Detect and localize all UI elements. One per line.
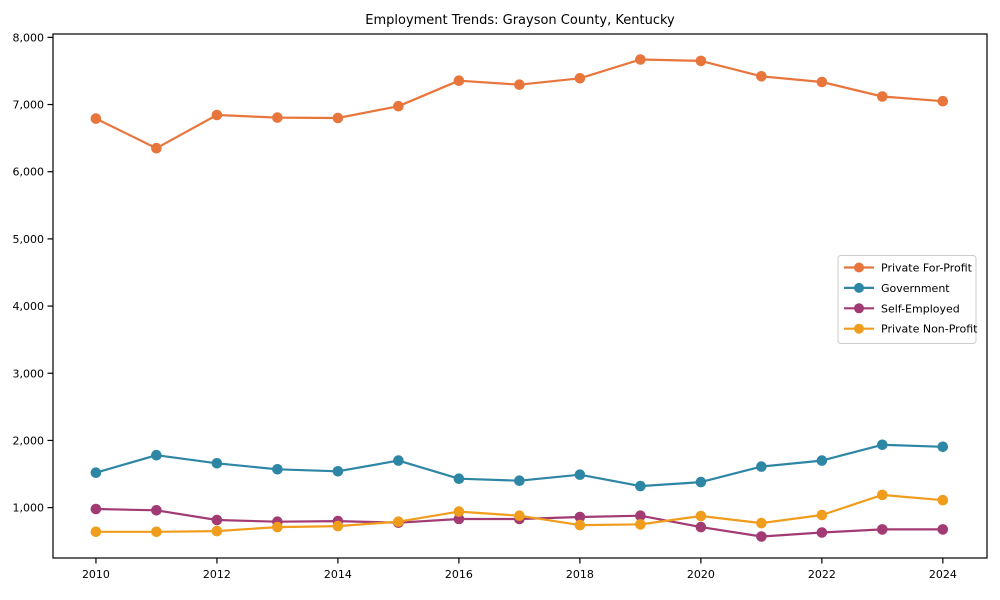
series-marker-private-non-profit <box>393 516 404 527</box>
plot-border <box>52 33 988 559</box>
x-tick-label: 2014 <box>324 568 352 581</box>
legend-label-private-non-profit: Private Non-Profit <box>881 323 978 336</box>
series-marker-private-non-profit <box>272 521 283 533</box>
series-marker-private-non-profit <box>635 519 646 530</box>
y-tick-label: 5,000 <box>13 233 45 246</box>
y-tick-label: 4,000 <box>13 300 45 313</box>
series-marker-private-non-profit <box>695 510 707 522</box>
series-marker-private-for-profit <box>272 112 283 123</box>
series-marker-government <box>211 458 223 469</box>
series-marker-private-for-profit <box>695 55 707 67</box>
series-marker-government <box>635 480 646 492</box>
series-marker-self-employed <box>211 514 223 526</box>
legend-item-self-employed: Self-Employed <box>844 302 960 315</box>
y-tick-label: 8,000 <box>13 31 45 44</box>
y-tick-label: 7,000 <box>13 99 45 112</box>
series-marker-self-employed <box>695 521 707 533</box>
x-tick-label: 2022 <box>808 568 836 581</box>
y-tick-label: 1,000 <box>13 502 45 515</box>
series-marker-private-for-profit <box>816 76 828 88</box>
series-marker-private-non-profit <box>332 520 344 532</box>
series-marker-private-non-profit <box>877 489 888 501</box>
series-private-for-profit <box>90 54 949 154</box>
series-marker-government <box>272 464 283 475</box>
series-marker-self-employed <box>574 511 586 523</box>
legend-marker-government <box>854 282 864 293</box>
series-marker-private-for-profit <box>453 75 465 86</box>
series-marker-government <box>90 467 102 479</box>
x-tick-label: 2020 <box>687 568 715 581</box>
series-marker-private-for-profit <box>514 79 525 90</box>
legend-marker-self-employed <box>854 303 864 314</box>
series-marker-private-for-profit <box>90 113 102 124</box>
legend-item-government: Government <box>844 282 950 295</box>
series-marker-self-employed <box>756 531 767 542</box>
chart-title: Employment Trends: Grayson County, Kentu… <box>365 13 675 28</box>
series-marker-government <box>937 441 949 453</box>
x-tick-label: 2012 <box>203 568 231 581</box>
series-marker-private-non-profit <box>937 494 949 506</box>
legend-item-private-for-profit: Private For-Profit <box>844 262 973 275</box>
legend-item-private-non-profit: Private Non-Profit <box>844 323 978 336</box>
legend-label-private-for-profit: Private For-Profit <box>881 262 973 275</box>
series-private-non-profit <box>90 489 949 538</box>
series-marker-government <box>695 476 707 488</box>
series-marker-private-non-profit <box>514 510 525 521</box>
series-marker-self-employed <box>90 503 102 515</box>
series-marker-private-for-profit <box>393 100 404 112</box>
series-marker-government <box>756 461 767 472</box>
series-marker-private-non-profit <box>756 517 767 529</box>
series-marker-self-employed <box>453 513 465 525</box>
series-government <box>90 439 949 492</box>
y-tick-label: 6,000 <box>13 166 45 179</box>
series-marker-private-for-profit <box>574 73 586 84</box>
series-marker-government <box>393 455 404 466</box>
series-marker-self-employed <box>937 524 949 535</box>
legend-box <box>837 255 977 344</box>
legend: Private For-Profit Government Self-Employe… <box>837 255 978 344</box>
series-line-private-for-profit <box>94 58 944 150</box>
series-marker-self-employed <box>151 505 162 516</box>
series-marker-private-non-profit <box>574 519 586 531</box>
series-marker-government <box>816 455 828 466</box>
legend-marker-private-for-profit <box>854 262 864 273</box>
legend-marker-private-non-profit <box>854 323 864 334</box>
series-marker-private-non-profit <box>453 506 465 517</box>
series-marker-private-for-profit <box>151 142 162 154</box>
series-self-employed <box>90 503 949 542</box>
legend-label-government: Government <box>881 282 950 295</box>
series-marker-private-for-profit <box>635 54 646 65</box>
series-marker-private-for-profit <box>756 71 767 82</box>
series-marker-private-for-profit <box>332 112 344 124</box>
series-marker-self-employed <box>816 527 828 538</box>
series-marker-self-employed <box>635 510 646 521</box>
legend-label-self-employed: Self-Employed <box>881 302 960 315</box>
series-marker-private-non-profit <box>816 509 828 521</box>
series-marker-private-for-profit <box>937 95 949 107</box>
series-marker-government <box>514 475 525 487</box>
x-tick-label: 2024 <box>929 568 957 581</box>
series-marker-government <box>151 449 162 461</box>
series-marker-private-for-profit <box>877 91 888 102</box>
x-tick-label: 2018 <box>566 568 594 581</box>
y-tick-label: 3,000 <box>13 367 45 380</box>
series-marker-private-for-profit <box>211 109 223 121</box>
series-marker-government <box>574 469 586 481</box>
series-marker-government <box>877 439 888 451</box>
series-marker-private-non-profit <box>151 526 162 538</box>
series-marker-government <box>453 473 465 485</box>
y-tick-label: 2,000 <box>13 434 45 447</box>
series-marker-private-non-profit <box>211 525 223 537</box>
x-tick-label: 2010 <box>82 568 110 581</box>
series-marker-government <box>332 466 344 477</box>
series-marker-self-employed <box>877 524 888 535</box>
series-marker-private-non-profit <box>90 526 102 538</box>
x-tick-label: 2016 <box>445 568 473 581</box>
